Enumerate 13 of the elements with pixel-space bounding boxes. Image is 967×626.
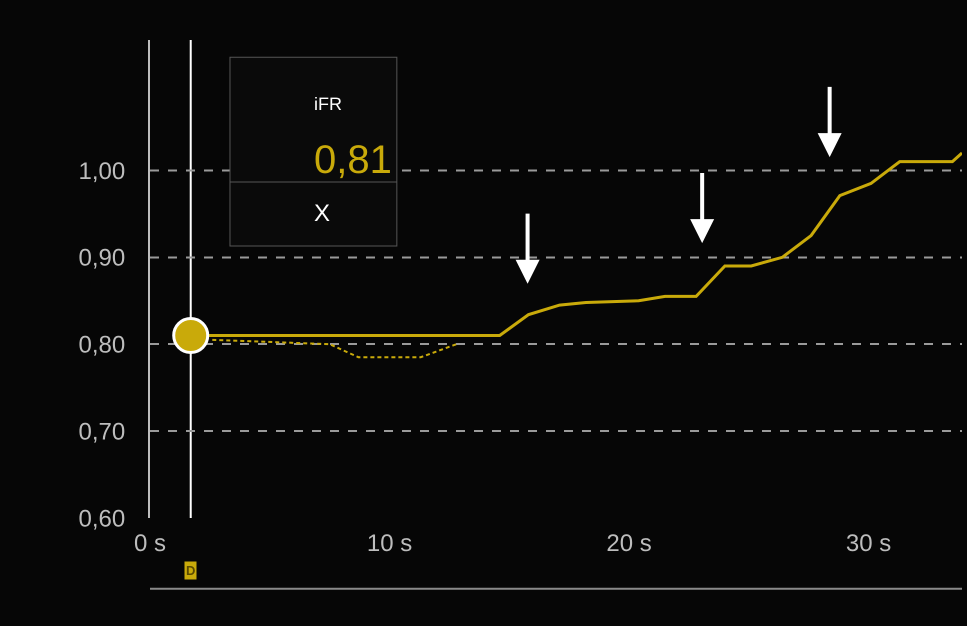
annotation: 0,81 xyxy=(314,138,392,182)
y-tick-label: 0,70 xyxy=(78,418,126,446)
x-tick-label: 20 s xyxy=(606,530,652,557)
y-tick-label: 0,60 xyxy=(78,505,126,532)
annotation: X xyxy=(314,200,330,227)
y-tick-label: 1,00 xyxy=(78,158,126,185)
x-tick-label: 10 s xyxy=(366,530,412,557)
y-tick-label: 0,80 xyxy=(78,332,126,359)
x-tick-label: 30 s xyxy=(846,530,892,557)
y-tick-label: 0,90 xyxy=(78,244,126,272)
text: D xyxy=(186,563,196,578)
x-tick-label: 0 s xyxy=(134,530,166,557)
annotation: iFR xyxy=(314,94,342,114)
